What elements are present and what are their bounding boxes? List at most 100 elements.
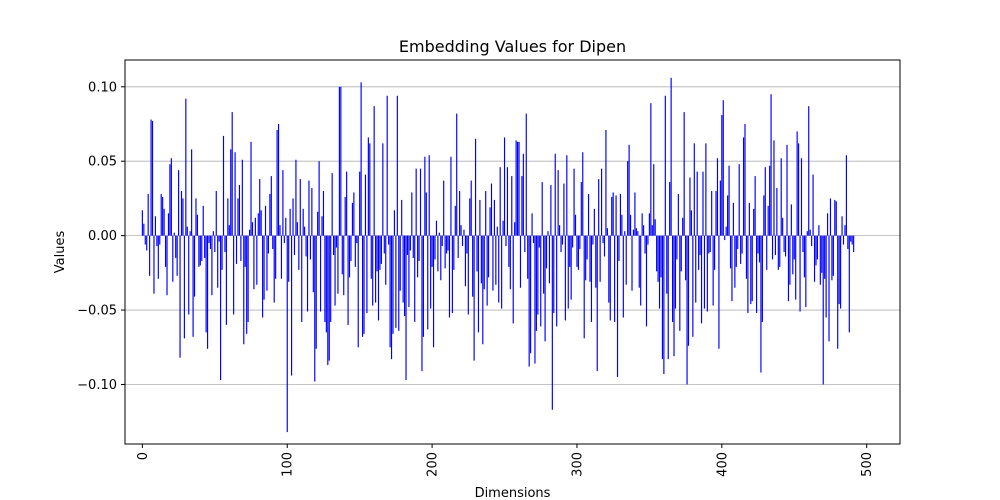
bar (748, 202, 750, 236)
bar (443, 180, 445, 236)
bar (485, 190, 487, 236)
bar (395, 235, 397, 328)
bar (408, 235, 410, 308)
bar (376, 235, 378, 272)
bar (783, 235, 785, 252)
bar (800, 158, 803, 236)
bar (240, 235, 242, 261)
bar (805, 235, 807, 308)
bar (414, 235, 416, 322)
bar (635, 228, 637, 236)
bar (543, 235, 545, 294)
bar (638, 235, 640, 288)
bar (689, 177, 691, 236)
bar (535, 235, 537, 331)
bar (715, 190, 717, 236)
bar (341, 235, 343, 275)
bar (564, 235, 566, 321)
bar (411, 192, 413, 236)
bar (309, 235, 311, 260)
bar (540, 235, 542, 327)
bar (601, 168, 603, 236)
bar (209, 235, 212, 250)
bar (686, 235, 688, 385)
bar (699, 235, 701, 255)
bar (650, 103, 652, 236)
bar (787, 235, 790, 302)
bar (196, 214, 199, 236)
bar (454, 205, 456, 236)
bar (230, 149, 232, 236)
bar (264, 205, 267, 236)
bar (186, 226, 188, 236)
bar (343, 235, 345, 296)
bar (705, 143, 707, 236)
bar (340, 86, 342, 236)
bar (612, 192, 614, 236)
bar (419, 168, 422, 236)
bar (514, 222, 516, 236)
bar (583, 235, 585, 339)
bar (367, 137, 369, 236)
bar (761, 235, 763, 322)
bar (243, 235, 245, 345)
bar (375, 235, 377, 303)
bar (386, 95, 388, 236)
bar (790, 204, 792, 236)
bar (430, 235, 432, 309)
bar (273, 235, 275, 303)
bar (388, 235, 390, 245)
bar (818, 225, 820, 236)
bar (218, 235, 220, 242)
bar (669, 182, 671, 236)
bar (499, 167, 501, 236)
bar (164, 235, 167, 267)
bar (643, 225, 645, 236)
x-tick-label: 500 (860, 452, 875, 477)
bar (622, 235, 624, 318)
bar (217, 235, 219, 288)
bar (628, 144, 630, 236)
bar (390, 235, 393, 360)
bar (666, 235, 668, 294)
bar (545, 235, 548, 269)
bar (427, 235, 429, 330)
bar (162, 196, 164, 236)
bar (716, 158, 719, 236)
bar (456, 113, 458, 236)
bar (525, 113, 527, 236)
bar (793, 235, 795, 260)
bar (824, 235, 826, 279)
bar (844, 225, 846, 236)
bar (444, 235, 446, 269)
bar (366, 235, 368, 314)
bar (225, 235, 227, 325)
bar (853, 235, 855, 252)
plot-area-frame (124, 59, 901, 445)
bar (151, 121, 154, 236)
x-axis-label: Dimensions (475, 486, 551, 500)
bar (515, 140, 517, 236)
bar (799, 235, 801, 312)
bar (170, 158, 172, 236)
bar (205, 235, 207, 333)
bar (656, 235, 658, 272)
bar (831, 235, 833, 281)
bar (143, 223, 145, 236)
bar (224, 235, 226, 252)
bar (160, 193, 162, 236)
bar (469, 198, 471, 236)
bar (235, 235, 238, 264)
bar (435, 220, 438, 236)
bar (789, 235, 791, 285)
bar (385, 235, 387, 285)
bar (580, 182, 582, 236)
bar (808, 106, 810, 236)
bar (637, 231, 639, 236)
x-tick-label: 100 (281, 452, 296, 477)
bar (531, 213, 533, 236)
bar (241, 159, 243, 236)
bar (512, 235, 514, 324)
bar (461, 235, 464, 247)
bar (676, 235, 678, 260)
